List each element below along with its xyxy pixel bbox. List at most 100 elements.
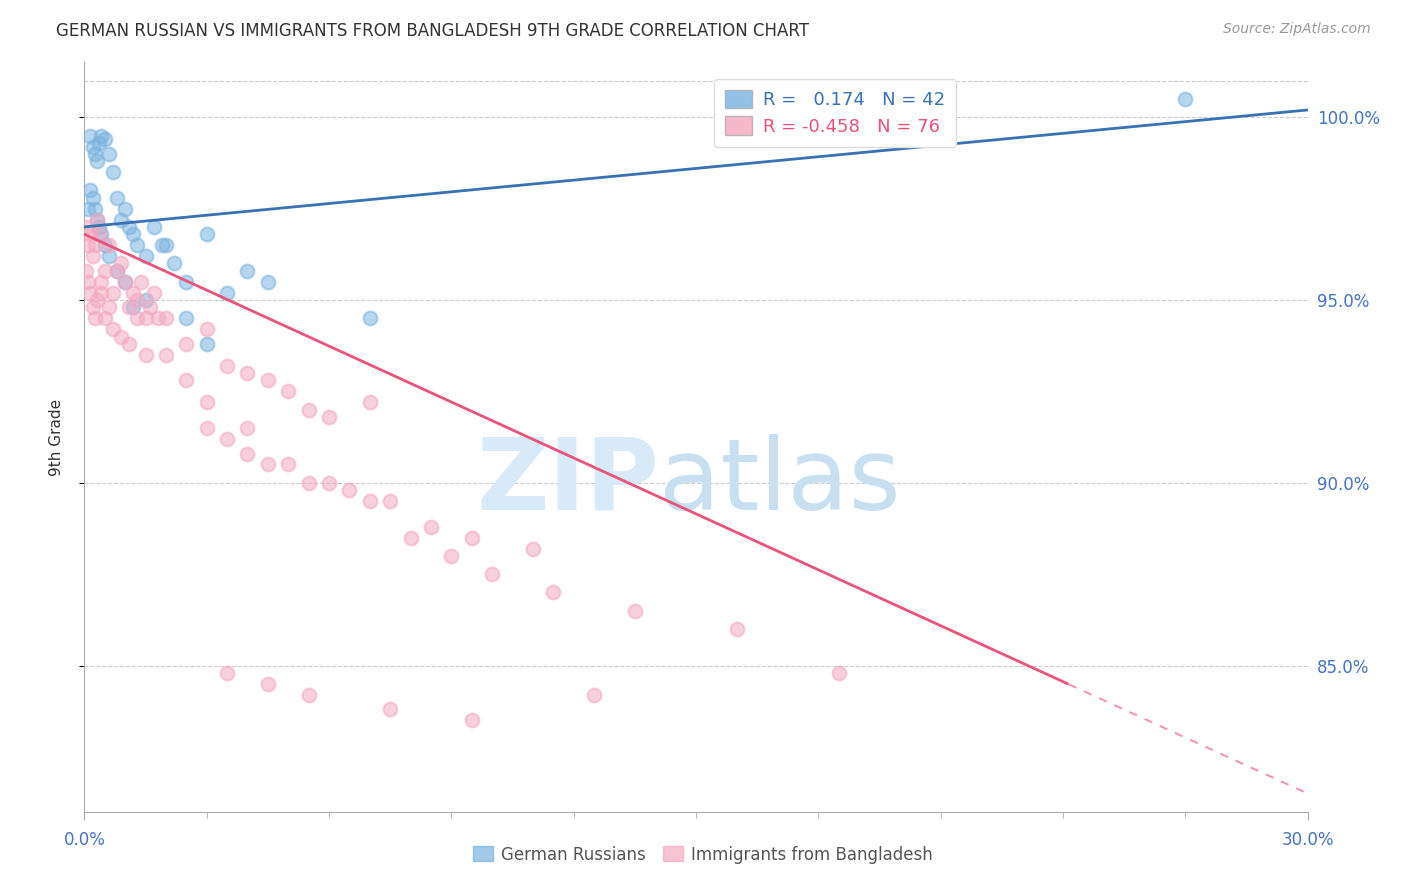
Point: [110, 256, 132, 270]
Legend: R =   0.174   N = 42, R = -0.458   N = 76: R = 0.174 N = 42, R = -0.458 N = 76: [714, 79, 956, 146]
Point: [339, 483, 361, 497]
Point: [461, 531, 484, 545]
Point: [101, 285, 124, 300]
Point: [82, 249, 104, 263]
Point: [217, 432, 239, 446]
Point: [257, 373, 280, 387]
Point: [86, 154, 108, 169]
Point: [97, 238, 120, 252]
Point: [87, 227, 110, 242]
Point: [87, 136, 110, 150]
Legend: German Russians, Immigrants from Bangladesh: German Russians, Immigrants from Banglad…: [467, 839, 939, 871]
Point: [583, 688, 606, 702]
Point: [105, 264, 128, 278]
Point: [257, 458, 280, 472]
Point: [86, 212, 108, 227]
Point: [142, 219, 165, 234]
Point: [359, 494, 381, 508]
Point: [90, 128, 112, 143]
Point: [380, 494, 402, 508]
Point: [298, 402, 321, 417]
Point: [359, 395, 381, 409]
Point: [150, 238, 173, 252]
Point: [236, 421, 259, 435]
Point: [118, 301, 141, 315]
Point: [90, 285, 112, 300]
Point: [481, 567, 503, 582]
Point: [195, 421, 218, 435]
Point: [257, 275, 280, 289]
Point: [135, 311, 157, 326]
Point: [105, 264, 128, 278]
Text: Source: ZipAtlas.com: Source: ZipAtlas.com: [1223, 22, 1371, 37]
Point: [77, 275, 100, 289]
Point: [236, 446, 259, 460]
Point: [93, 311, 115, 326]
Point: [828, 665, 851, 680]
Point: [82, 301, 104, 315]
Point: [93, 238, 115, 252]
Point: [79, 183, 101, 197]
Point: [127, 311, 149, 326]
Point: [135, 293, 157, 307]
Point: [127, 238, 149, 252]
Point: [359, 311, 381, 326]
Point: [101, 165, 124, 179]
Point: [155, 311, 177, 326]
Point: [93, 132, 115, 146]
Point: [77, 202, 100, 216]
Point: [93, 264, 115, 278]
Point: [83, 202, 105, 216]
Point: [110, 212, 132, 227]
Point: [155, 238, 177, 252]
Point: [90, 275, 112, 289]
Point: [174, 337, 197, 351]
Point: [110, 329, 132, 343]
Point: [318, 475, 340, 490]
Point: [83, 238, 105, 252]
Point: [86, 212, 108, 227]
Point: [122, 227, 145, 242]
Point: [195, 337, 218, 351]
Point: [97, 249, 120, 263]
Point: [79, 128, 101, 143]
Point: [1174, 92, 1197, 106]
Point: [420, 519, 443, 533]
Point: [522, 541, 544, 556]
Point: [624, 604, 647, 618]
Point: [257, 677, 280, 691]
Point: [138, 301, 160, 315]
Point: [195, 395, 218, 409]
Point: [87, 219, 110, 234]
Point: [195, 227, 218, 242]
Point: [101, 322, 124, 336]
Point: [543, 585, 565, 599]
Text: ZIP: ZIP: [477, 434, 659, 531]
Point: [114, 275, 136, 289]
Point: [236, 366, 259, 380]
Point: [174, 311, 197, 326]
Point: [277, 384, 299, 399]
Point: [97, 301, 120, 315]
Point: [83, 146, 105, 161]
Text: GERMAN RUSSIAN VS IMMIGRANTS FROM BANGLADESH 9TH GRADE CORRELATION CHART: GERMAN RUSSIAN VS IMMIGRANTS FROM BANGLA…: [56, 22, 810, 40]
Point: [83, 311, 105, 326]
Point: [122, 285, 145, 300]
Point: [82, 191, 104, 205]
Point: [142, 285, 165, 300]
Point: [135, 249, 157, 263]
Point: [146, 311, 169, 326]
Point: [97, 146, 120, 161]
Point: [318, 409, 340, 424]
Point: [195, 322, 218, 336]
Text: atlas: atlas: [659, 434, 901, 531]
Point: [77, 238, 100, 252]
Point: [380, 702, 402, 716]
Point: [399, 531, 422, 545]
Point: [114, 275, 136, 289]
Point: [298, 475, 321, 490]
Point: [725, 622, 748, 636]
Y-axis label: 9th Grade: 9th Grade: [49, 399, 63, 475]
Point: [114, 202, 136, 216]
Point: [217, 359, 239, 373]
